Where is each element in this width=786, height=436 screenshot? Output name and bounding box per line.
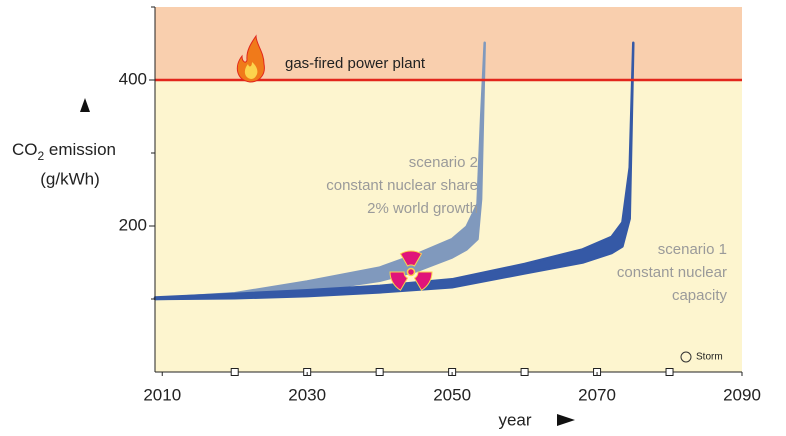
y-label-rest: emission — [44, 140, 116, 159]
flame-inner — [244, 62, 258, 79]
x-tick-label: 2030 — [288, 385, 326, 404]
x-tick-square — [375, 368, 384, 376]
series-label: capacity — [672, 287, 728, 304]
credit: Storm — [696, 352, 723, 363]
series-label: scenario 2 — [409, 154, 478, 171]
y-axis-label: CO2 emission — [12, 140, 116, 163]
threshold-label: gas-fired power plant — [285, 55, 426, 72]
x-arrow — [557, 414, 575, 426]
x-axis-label: year — [498, 410, 531, 429]
x-tick-label: 2050 — [433, 385, 471, 404]
region-below — [155, 80, 742, 372]
band — [153, 41, 635, 301]
series-label: scenario 1 — [658, 241, 727, 258]
y-axis-unit: (g/kWh) — [40, 169, 100, 188]
copyright-c — [685, 354, 687, 361]
radiation-blade — [389, 271, 409, 291]
radiation-blade — [413, 271, 433, 291]
y-tick-label: 400 — [119, 69, 147, 88]
series-label: 2% world growth — [367, 200, 478, 217]
flame-icon — [236, 34, 265, 83]
plot-area — [153, 7, 742, 372]
x-tick-label: 2010 — [143, 385, 181, 404]
copyright-symbol — [680, 351, 692, 363]
y-label-sub: 2 — [38, 149, 45, 163]
series-label: constant nuclear share — [326, 177, 478, 194]
y-label-main: CO — [12, 140, 38, 159]
x-tick-square — [520, 368, 529, 376]
y-arrow — [80, 98, 90, 112]
x-tick-square — [230, 368, 239, 376]
radiation-core — [406, 267, 416, 277]
x-tick-square — [665, 368, 674, 376]
y-tick-label: 200 — [119, 215, 147, 234]
x-tick-label: 2090 — [723, 385, 761, 404]
series-label: constant nuclear — [617, 264, 727, 281]
x-tick-label: 2070 — [578, 385, 616, 404]
radiation-blade — [399, 250, 423, 267]
